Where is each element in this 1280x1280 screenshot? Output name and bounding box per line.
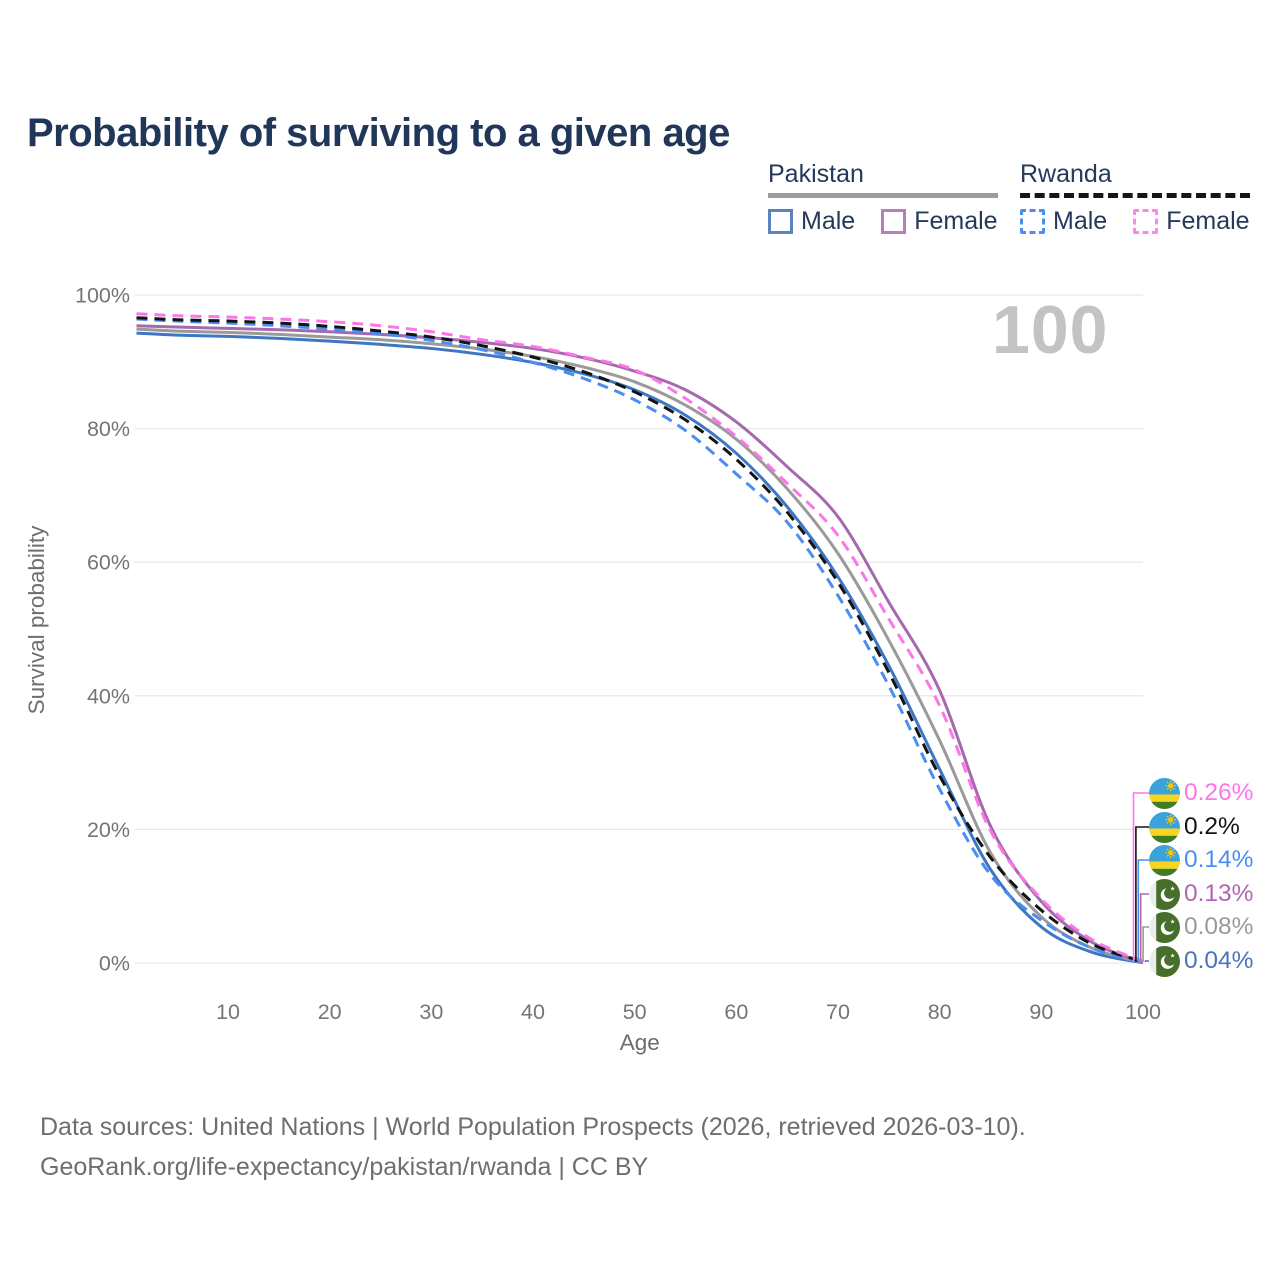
legend-item-rwanda-male[interactable]: Male xyxy=(1020,207,1107,236)
x-tick-label: 50 xyxy=(623,1000,647,1024)
legend-country-label: Pakistan xyxy=(768,160,864,188)
y-axis-title: Survival probability xyxy=(24,525,49,715)
y-tick-label: 20% xyxy=(87,818,130,842)
legend-header-rwanda[interactable]: Rwanda xyxy=(1020,160,1250,198)
end-label-value: 0.14% xyxy=(1184,846,1254,873)
legend-item-rwanda-female[interactable]: Female xyxy=(1133,207,1250,236)
end-label-connector xyxy=(1144,960,1149,962)
y-tick-label: 40% xyxy=(87,684,130,708)
footer-sources-line: Data sources: United Nations | World Pop… xyxy=(40,1113,1026,1141)
footer-attribution-line: GeoRank.org/life-expectancy/pakistan/rwa… xyxy=(40,1153,649,1181)
end-label-value: 0.13% xyxy=(1184,880,1254,907)
series-line-pakistan-both-sexes[interactable] xyxy=(136,327,1144,964)
end-label-value: 0.08% xyxy=(1184,913,1254,940)
pakistan-solid-line-swatch xyxy=(768,193,998,198)
legend-item-label: Female xyxy=(1166,207,1250,235)
x-tick-label: 90 xyxy=(1029,1000,1053,1024)
end-label-connector xyxy=(1137,859,1149,962)
x-tick-label: 30 xyxy=(419,1000,443,1024)
legend-item-pakistan-female[interactable]: Female xyxy=(881,207,998,236)
pakistan-flag-icon xyxy=(1149,911,1180,943)
data-sources-footer: Data sources: United Nations | World Pop… xyxy=(40,1107,1026,1187)
end-label-value: 0.2% xyxy=(1184,813,1240,840)
rwanda-female-swatch-icon xyxy=(1133,209,1159,234)
x-tick-label: 70 xyxy=(826,1000,850,1024)
x-tick-label: 100 xyxy=(1125,1000,1161,1024)
x-axis-title: Age xyxy=(620,1030,660,1055)
pakistan-male-swatch-icon xyxy=(768,209,793,234)
series-line-rwanda-both-sexes[interactable] xyxy=(136,316,1144,964)
end-label-connector xyxy=(1135,826,1149,962)
legend-item-label: Male xyxy=(801,207,856,235)
y-tick-label: 100% xyxy=(75,284,130,308)
x-tick-label: 60 xyxy=(724,1000,748,1024)
rwanda-flag-icon xyxy=(1149,844,1180,876)
series-line-pakistan-female[interactable] xyxy=(136,324,1144,964)
y-tick-label: 80% xyxy=(87,417,130,441)
pakistan-female-swatch-icon xyxy=(881,209,907,234)
end-label-connector xyxy=(1142,926,1149,962)
legend-item-label: Male xyxy=(1053,207,1108,235)
end-label-pakistan-female: 0.13% xyxy=(1149,878,1253,910)
hover-age-watermark: 100 xyxy=(992,292,1109,368)
rwanda-male-swatch-icon xyxy=(1020,209,1045,234)
legend-item-label: Female xyxy=(914,207,998,235)
series-line-rwanda-male[interactable] xyxy=(136,317,1144,964)
legend-header-pakistan[interactable]: Pakistan xyxy=(768,160,998,198)
rwanda-flag-icon xyxy=(1149,811,1180,843)
x-tick-label: 80 xyxy=(928,1000,952,1024)
legend-group-pakistan: Pakistan Male Female xyxy=(768,160,998,236)
end-label-pakistan-both: 0.08% xyxy=(1149,911,1253,943)
legend-country-label: Rwanda xyxy=(1020,160,1112,188)
rwanda-flag-icon xyxy=(1149,777,1180,809)
end-label-value: 0.04% xyxy=(1184,947,1254,974)
series-line-rwanda-female[interactable] xyxy=(136,312,1144,963)
rwanda-dashed-line-swatch xyxy=(1020,193,1250,198)
y-tick-label: 0% xyxy=(99,952,130,976)
end-label-connector xyxy=(1132,792,1149,962)
end-label-value: 0.26% xyxy=(1184,779,1254,806)
pakistan-flag-icon xyxy=(1149,878,1180,910)
end-label-rwanda-both: 0.2% xyxy=(1149,811,1240,843)
pakistan-flag-icon xyxy=(1149,945,1180,977)
end-label-rwanda-male: 0.14% xyxy=(1149,844,1253,876)
x-tick-label: 20 xyxy=(318,1000,342,1024)
page-title: Probability of surviving to a given age xyxy=(27,110,730,155)
y-tick-label: 60% xyxy=(87,551,130,575)
end-label-rwanda-female: 0.26% xyxy=(1149,777,1253,809)
series-line-pakistan-male[interactable] xyxy=(136,331,1144,965)
x-tick-label: 40 xyxy=(521,1000,545,1024)
end-label-connector xyxy=(1139,893,1149,962)
x-tick-label: 10 xyxy=(216,1000,240,1024)
legend-item-pakistan-male[interactable]: Male xyxy=(768,207,855,236)
legend-group-rwanda: Rwanda Male Female xyxy=(1020,160,1250,236)
end-label-pakistan-male: 0.04% xyxy=(1149,945,1253,977)
